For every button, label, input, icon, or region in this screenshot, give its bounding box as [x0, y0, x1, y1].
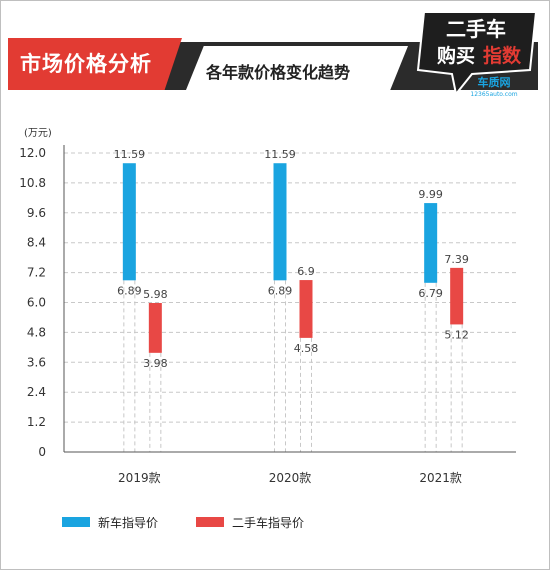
- high-value-label: 11.59: [264, 148, 296, 161]
- legend: 新车指导价 二手车指导价: [0, 512, 548, 536]
- low-value-label: 5.12: [444, 328, 469, 341]
- logo-url: 12365auto.com: [470, 91, 517, 98]
- y-tick-label: 0: [38, 445, 46, 459]
- low-value-label: 4.58: [294, 342, 319, 355]
- logo-brand: 车质网: [478, 75, 511, 89]
- legend-swatch-used: [196, 517, 224, 527]
- title-block: [8, 38, 182, 90]
- page-subtitle: 各年款价格变化趋势: [206, 63, 351, 82]
- high-value-label: 7.39: [444, 253, 469, 266]
- high-value-label: 5.98: [143, 288, 168, 301]
- low-value-label: 6.79: [418, 287, 443, 300]
- subtitle-block: [186, 46, 408, 90]
- price-range-chart: (万元) 11.596.89 5.983.9811.596.896.94.589.…: [19, 128, 516, 485]
- y-tick-label: 9.6: [27, 206, 46, 220]
- y-tick-label: 4.8: [27, 325, 46, 339]
- y-unit-label: (万元): [24, 128, 52, 139]
- low-value-label: 6.89: [268, 284, 293, 297]
- low-value-label: 6.89: [117, 284, 142, 297]
- low-value-label: 3.98: [143, 357, 168, 370]
- y-tick-label: 10.8: [19, 176, 46, 190]
- x-tick-label: 2021款: [419, 471, 462, 485]
- brand-logo: 二手车 购买 指数 车质网 12365auto.com: [416, 11, 538, 98]
- logo-line1: 二手车: [446, 17, 506, 41]
- x-tick-label: 2020款: [269, 471, 312, 485]
- high-value-label: 11.59: [114, 148, 146, 161]
- guide-layer: [123, 280, 463, 452]
- page-title: 市场价格分析: [20, 52, 152, 76]
- high-value-label: 9.99: [418, 188, 443, 201]
- y-tick-label: 12.0: [19, 146, 46, 160]
- y-tick-label: 1.2: [27, 415, 46, 429]
- y-tick-label: 7.2: [27, 266, 46, 280]
- new-car-price-bar: [122, 163, 136, 281]
- used-car-price-bar: [299, 280, 313, 338]
- x-tick-label: 2019款: [118, 471, 161, 485]
- bar-layer: [122, 163, 464, 353]
- legend-label-used: 二手车指导价: [232, 516, 305, 530]
- used-car-price-bar: [450, 267, 464, 325]
- axis-layer: 0 1.2 2.4 3.6 4.8 6.0 7.2 8.4 9.6 10.8 12.0 2019款 20…: [19, 145, 516, 485]
- y-tick-label: 2.4: [27, 385, 46, 399]
- y-tick-label: 6.0: [27, 296, 46, 310]
- used-car-price-bar: [148, 302, 162, 353]
- logo-line2b: 指数: [483, 44, 522, 67]
- legend-swatch-new: [62, 517, 90, 527]
- new-car-price-bar: [424, 203, 438, 283]
- high-value-label: 6.9: [297, 265, 315, 278]
- new-car-price-bar: [273, 163, 287, 281]
- label-layer: 11.596.89 5.983.9811.596.896.94.589.996.7…: [114, 148, 469, 370]
- grid-layer: [64, 152, 516, 423]
- legend-label-new: 新车指导价: [98, 516, 159, 530]
- y-tick-label: 3.6: [27, 355, 46, 369]
- logo-line2a: 购买: [437, 44, 475, 67]
- y-tick-label: 8.4: [27, 236, 46, 250]
